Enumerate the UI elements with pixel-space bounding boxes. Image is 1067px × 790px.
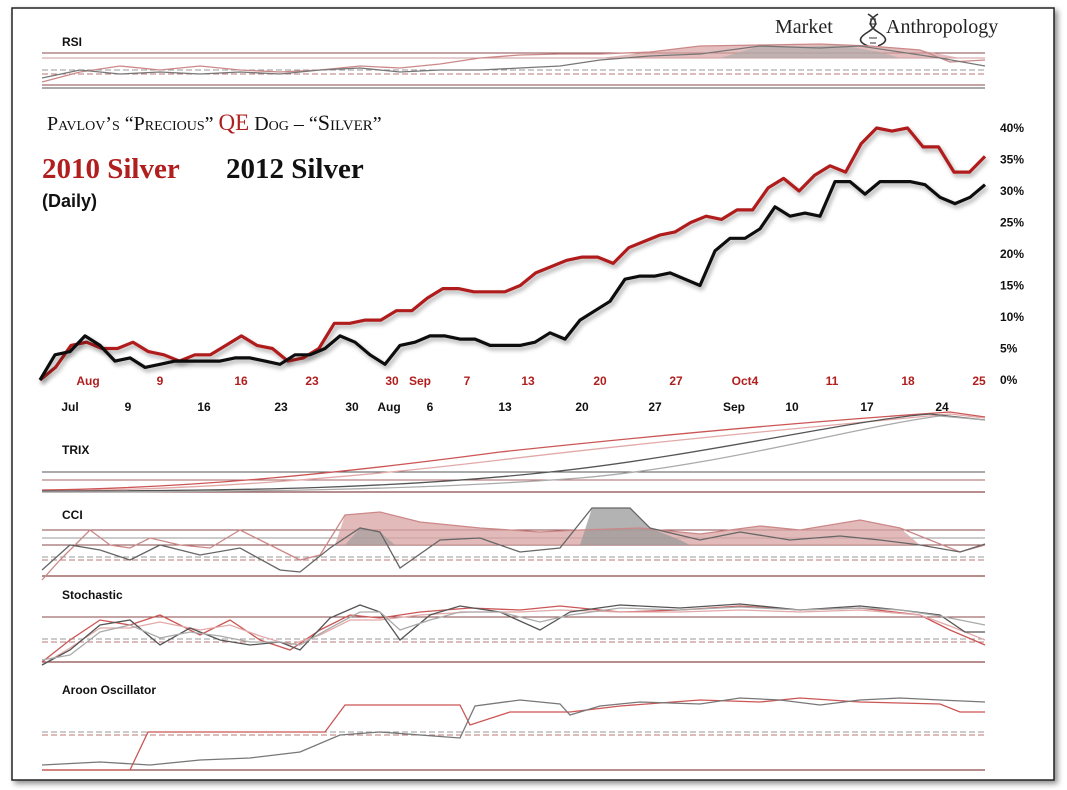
x-tick-label-2012: 6 bbox=[427, 400, 434, 414]
x-tick-label-2010: Aug bbox=[76, 374, 99, 388]
cci-fill-2012b bbox=[345, 528, 395, 545]
main-plot bbox=[38, 126, 987, 382]
x-tick-label-2010: 11 bbox=[826, 374, 839, 388]
cci-line-2012 bbox=[41, 507, 986, 573]
x-tick-label-2012: 13 bbox=[498, 400, 512, 414]
line-2010-silver bbox=[38, 126, 987, 382]
trix-signal-2012 bbox=[41, 415, 986, 493]
y-tick-label: 10% bbox=[1000, 310, 1024, 324]
trix-signal-2010 bbox=[41, 413, 986, 492]
x-tick-label-2012: 16 bbox=[197, 400, 211, 414]
x-tick-label-2012: 20 bbox=[575, 400, 589, 414]
cci-label: CCI bbox=[62, 508, 83, 522]
y-tick-label: 35% bbox=[1000, 153, 1024, 167]
x-tick-label-2010: 7 bbox=[464, 374, 471, 388]
x-tick-label-2010: 18 bbox=[901, 374, 915, 388]
brand-word-2: Anthropology bbox=[886, 16, 998, 38]
x-tick-label-2012: Jul bbox=[61, 400, 78, 414]
stochastic-label: Stochastic bbox=[62, 588, 123, 602]
y-tick-label: 0% bbox=[1000, 373, 1018, 387]
x-tick-label-2010: Oct4 bbox=[732, 374, 759, 388]
stochastic-panel: Stochastic bbox=[41, 588, 986, 666]
y-tick-label: 40% bbox=[1000, 121, 1024, 135]
x-tick-label-2012: Sep bbox=[723, 400, 745, 414]
cci-fill-2012 bbox=[580, 508, 690, 545]
rsi-line-2010 bbox=[41, 43, 986, 83]
headline: Pavlov’s “Precious” QE Dog – “Silver” bbox=[47, 110, 382, 135]
brand-logo: Market Anthropology bbox=[775, 13, 998, 47]
x-tick-label-2010: 20 bbox=[593, 374, 607, 388]
x-tick-label-2010: 13 bbox=[521, 374, 535, 388]
x-tick-label-2010: 25 bbox=[972, 374, 986, 388]
x-tick-label-2012: 27 bbox=[648, 400, 662, 414]
aroon-panel: Aroon Oscillator bbox=[41, 683, 986, 771]
trix-line-2012 bbox=[41, 413, 986, 492]
cci-panel: CCI bbox=[41, 507, 986, 581]
y-tick-label: 25% bbox=[1000, 216, 1024, 230]
x-axis-2010: Aug 9 16 23 30 Sep 7 13 20 27 Oct4 11 18 25 bbox=[76, 374, 986, 388]
x-tick-label-2012: 9 bbox=[125, 400, 132, 414]
legend-2010: 2010 Silver bbox=[42, 153, 180, 185]
y-tick-label: 5% bbox=[1000, 342, 1018, 356]
stoch-k-2012 bbox=[41, 603, 985, 666]
trix-line-2010 bbox=[41, 411, 986, 491]
x-tick-label-2010: 9 bbox=[157, 374, 164, 388]
y-tick-label: 20% bbox=[1000, 247, 1024, 261]
x-tick-label-2010: 30 bbox=[385, 374, 399, 388]
rsi-line-2012 bbox=[41, 45, 986, 79]
frequency-label: (Daily) bbox=[42, 191, 97, 211]
dna-icon bbox=[859, 13, 887, 47]
x-tick-label-2010: Sep bbox=[409, 374, 431, 388]
x-tick-label-2012: 23 bbox=[274, 400, 288, 414]
line-2012-silver bbox=[38, 180, 987, 381]
trix-label: TRIX bbox=[62, 443, 89, 457]
rsi-panel: RSI bbox=[41, 35, 986, 89]
x-tick-label-2010: 16 bbox=[234, 374, 248, 388]
x-tick-label-2010: 23 bbox=[305, 374, 319, 388]
x-tick-label-2010: 27 bbox=[669, 374, 683, 388]
y-tick-label: 15% bbox=[1000, 279, 1024, 293]
y-tick-label: 30% bbox=[1000, 184, 1024, 198]
y-axis: 40% 35% 30% 25% 20% 15% 10% 5% 0% bbox=[1000, 121, 1024, 387]
card bbox=[11, 7, 1055, 781]
x-tick-label-2012: 24 bbox=[935, 400, 949, 414]
aroon-label: Aroon Oscillator bbox=[62, 683, 156, 697]
rsi-fill-2012 bbox=[720, 45, 900, 58]
x-tick-label-2012: 30 bbox=[345, 400, 359, 414]
cci-line-2010 bbox=[41, 511, 986, 581]
trix-panel: TRIX bbox=[41, 411, 986, 493]
x-tick-label-2012: 10 bbox=[785, 400, 799, 414]
rsi-label: RSI bbox=[62, 35, 82, 49]
stoch-d-2010 bbox=[41, 609, 986, 666]
brand-word-1: Market bbox=[775, 16, 833, 38]
aroon-line-2012 bbox=[41, 697, 986, 766]
x-tick-label-2012: 17 bbox=[860, 400, 874, 414]
stoch-d-2012 bbox=[41, 606, 986, 661]
aroon-line-2010 bbox=[42, 697, 985, 771]
x-tick-label-2012: Aug bbox=[377, 400, 400, 414]
x-axis-2012: Jul 9 16 23 30 Aug 6 13 20 27 Sep 10 17 24 bbox=[61, 400, 949, 414]
legend-2012: 2012 Silver bbox=[226, 153, 364, 185]
